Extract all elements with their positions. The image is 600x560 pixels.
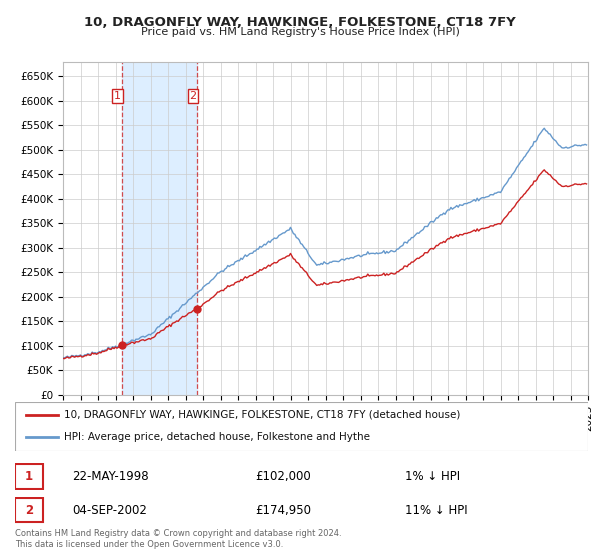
FancyBboxPatch shape (15, 498, 43, 522)
Text: £102,000: £102,000 (256, 470, 311, 483)
FancyBboxPatch shape (15, 464, 43, 489)
Bar (122, 62, 197, 395)
Text: 2: 2 (25, 503, 33, 517)
Text: 1: 1 (114, 91, 121, 101)
Text: 2: 2 (189, 91, 196, 101)
Text: 10, DRAGONFLY WAY, HAWKINGE, FOLKESTONE, CT18 7FY (detached house): 10, DRAGONFLY WAY, HAWKINGE, FOLKESTONE,… (64, 410, 460, 420)
Text: Contains HM Land Registry data © Crown copyright and database right 2024.
This d: Contains HM Land Registry data © Crown c… (15, 529, 341, 549)
FancyBboxPatch shape (15, 402, 588, 451)
Text: 10, DRAGONFLY WAY, HAWKINGE, FOLKESTONE, CT18 7FY: 10, DRAGONFLY WAY, HAWKINGE, FOLKESTONE,… (84, 16, 516, 29)
Text: 1: 1 (25, 470, 33, 483)
Text: Price paid vs. HM Land Registry's House Price Index (HPI): Price paid vs. HM Land Registry's House … (140, 27, 460, 38)
Text: 11% ↓ HPI: 11% ↓ HPI (404, 503, 467, 517)
Text: £174,950: £174,950 (256, 503, 311, 517)
Text: HPI: Average price, detached house, Folkestone and Hythe: HPI: Average price, detached house, Folk… (64, 432, 370, 442)
Text: 1% ↓ HPI: 1% ↓ HPI (404, 470, 460, 483)
Text: 04-SEP-2002: 04-SEP-2002 (73, 503, 147, 517)
Text: 22-MAY-1998: 22-MAY-1998 (73, 470, 149, 483)
